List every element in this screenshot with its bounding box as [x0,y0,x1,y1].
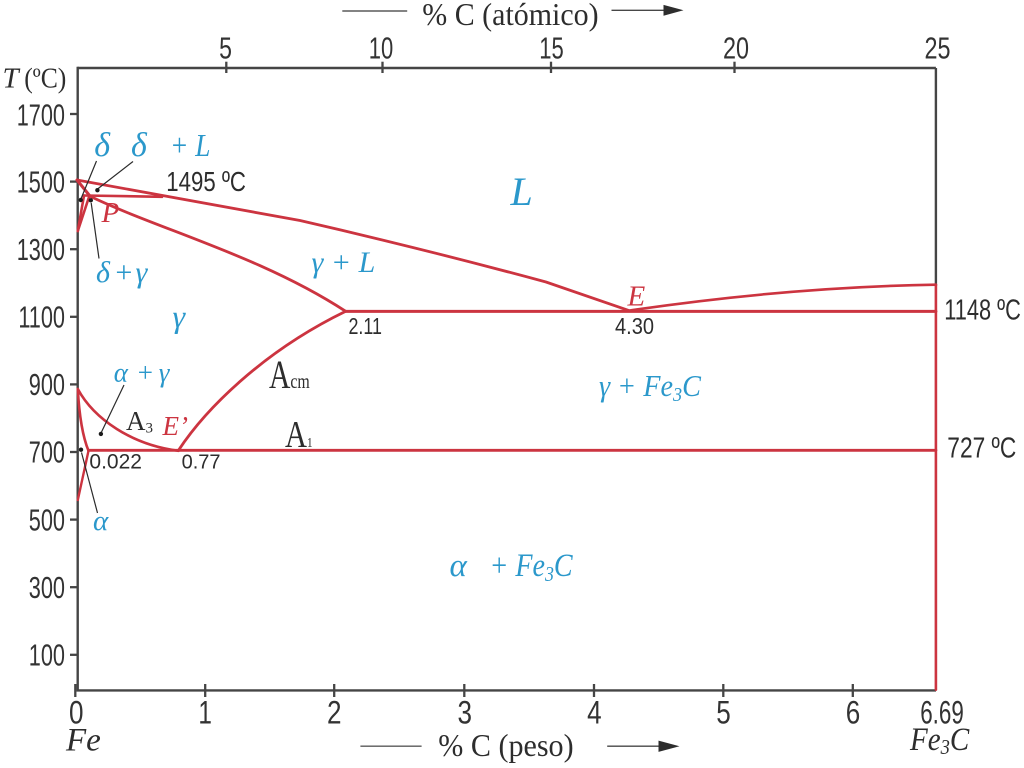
svg-text:γ + L: γ + L [312,246,376,279]
svg-text:α: α [93,505,109,537]
svg-text:1500: 1500 [17,164,65,199]
svg-text:δ+γ: δ +γ [96,256,149,289]
svg-text:100: 100 [29,638,65,673]
svg-text:5: 5 [219,30,232,65]
svg-text:900: 900 [29,367,65,402]
svg-text:1148 ºC: 1148 ºC [944,295,1021,327]
svg-text:15: 15 [539,31,563,66]
svg-text:Fe3C: Fe3C [909,720,970,759]
svg-text:L: L [510,169,533,214]
svg-text:Fe: Fe [65,722,101,758]
svg-text:(ºC): (ºC) [24,62,66,94]
svg-text:P: P [101,197,120,229]
svg-text:+ L: + L [170,128,210,163]
svg-text:500: 500 [29,502,65,537]
svg-text:1100: 1100 [18,300,65,335]
svg-text:E: E [627,280,646,312]
svg-text:2.11: 2.11 [349,314,382,340]
svg-text:3: 3 [457,696,472,731]
svg-text:% C (atómico): % C (atómico) [422,0,598,32]
svg-text:1495 ºC: 1495 ºC [166,167,246,198]
svg-text:20: 20 [723,30,749,65]
svg-text:γ + Fe3C: γ + Fe3C [599,370,702,406]
svg-text:6.69: 6.69 [920,694,964,730]
svg-text:Acm: Acm [269,353,310,397]
svg-text:δ: δ [94,127,111,164]
svg-text:25: 25 [925,30,951,65]
svg-text:6: 6 [846,696,861,731]
svg-text:α: α [450,548,468,584]
svg-text:δ: δ [131,127,148,164]
svg-text:10: 10 [369,31,393,66]
svg-text:4.30: 4.30 [615,313,654,340]
svg-text:0.022: 0.022 [89,450,142,473]
svg-text:1700: 1700 [17,98,65,133]
svg-text:700: 700 [29,435,65,470]
svg-text:0.77: 0.77 [182,451,221,473]
svg-text:1: 1 [198,695,212,731]
svg-text:γ: γ [173,298,187,334]
svg-text:4: 4 [587,696,602,731]
svg-text:1300: 1300 [17,232,65,267]
svg-text:727 ºC: 727 ºC [947,431,1016,464]
svg-text:300: 300 [29,570,65,605]
svg-text:2: 2 [327,696,342,731]
svg-text:% C (peso): % C (peso) [438,727,573,763]
svg-text:0: 0 [69,696,84,731]
svg-text:α+γ: α + γ [114,358,171,388]
svg-text:T: T [3,63,21,95]
svg-text:E’: E’ [162,411,188,441]
svg-text:+ Fe3C: + Fe3C [490,547,574,586]
svg-text:5: 5 [716,696,731,731]
